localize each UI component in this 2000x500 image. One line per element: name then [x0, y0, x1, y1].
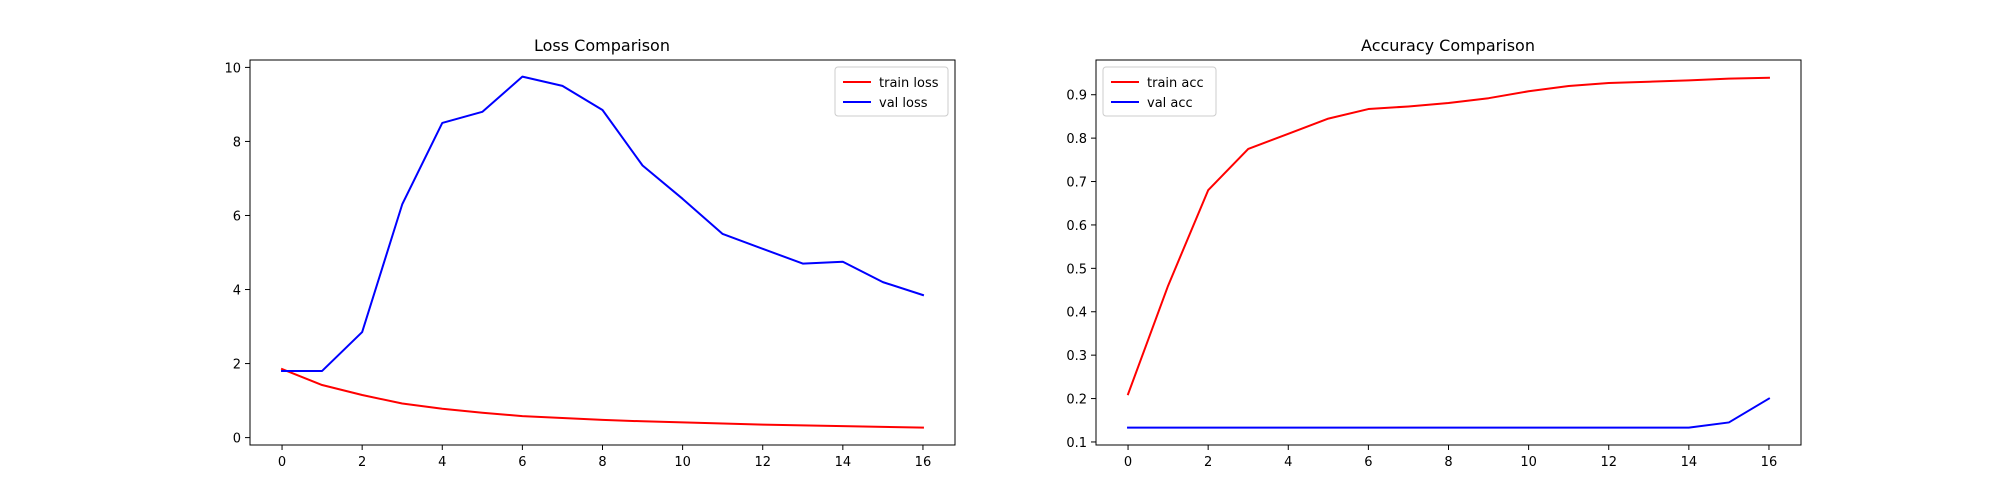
loss-chart: Loss Comparison 0 2 4 6 8 10 12 14 16 0 2 4 6 8 10 trai…	[224, 36, 956, 470]
accuracy-x-tick-label: 4	[1284, 455, 1292, 470]
accuracy-y-tick-label: 0.5	[1066, 262, 1087, 277]
loss-y-tick-label: 0	[233, 432, 241, 447]
loss-chart-title: Loss Comparison	[534, 36, 670, 55]
accuracy-legend	[1102, 66, 1217, 117]
accuracy-x-tick-label: 8	[1444, 455, 1452, 470]
accuracy-x-tick-label: 10	[1520, 455, 1537, 470]
accuracy-x-tick-label: 0	[1124, 455, 1132, 470]
accuracy-y-tick-label: 0.4	[1066, 306, 1087, 321]
accuracy-y-tick-label: 0.2	[1066, 393, 1087, 408]
loss-y-tick-label: 10	[224, 61, 241, 76]
accuracy-y-tick-label: 0.9	[1066, 89, 1087, 104]
loss-x-tick-label: 12	[754, 455, 771, 470]
accuracy-series-train-acc	[1126, 76, 1770, 396]
loss-series-train-loss	[280, 367, 924, 429]
accuracy-y-tick-label: 0.6	[1066, 219, 1087, 234]
accuracy-x-tick-label: 6	[1364, 455, 1372, 470]
loss-x-tick-label: 14	[835, 455, 852, 470]
loss-legend-label: train loss	[879, 76, 939, 91]
loss-y-tick-label: 4	[233, 284, 241, 299]
loss-x-tick-label: 16	[915, 455, 932, 470]
loss-x-tick-label: 0	[278, 455, 286, 470]
accuracy-x-tick-label: 14	[1681, 455, 1698, 470]
loss-plot-area	[249, 59, 956, 446]
loss-x-tick-label: 8	[598, 455, 606, 470]
loss-x-tick-label: 2	[358, 455, 366, 470]
accuracy-legend-label: train acc	[1147, 76, 1204, 91]
loss-x-tick-label: 4	[438, 455, 446, 470]
accuracy-y-tick-label: 0.1	[1066, 436, 1087, 451]
accuracy-chart: Accuracy Comparison 0 2 4 6 8 10 12 14 16 0.1 0.2 0…	[1066, 36, 1802, 470]
loss-x-tick-label: 10	[674, 455, 691, 470]
loss-y-tick-label: 6	[233, 209, 241, 224]
loss-legend	[834, 66, 949, 117]
loss-y-tick-label: 2	[233, 358, 241, 373]
loss-x-tick-label: 6	[518, 455, 526, 470]
accuracy-x-tick-label: 12	[1600, 455, 1617, 470]
accuracy-chart-title: Accuracy Comparison	[1361, 36, 1535, 55]
accuracy-y-tick-label: 0.7	[1066, 176, 1087, 191]
loss-y-tick-label: 8	[233, 135, 241, 150]
accuracy-y-tick-label: 0.8	[1066, 132, 1087, 147]
accuracy-series-val-acc	[1127, 397, 1771, 429]
loss-series-val-loss	[281, 75, 925, 372]
loss-legend-label: val loss	[879, 96, 928, 111]
accuracy-y-tick-label: 0.3	[1066, 349, 1087, 364]
accuracy-legend-label: val acc	[1147, 96, 1193, 111]
accuracy-x-tick-label: 2	[1204, 455, 1212, 470]
accuracy-plot-area	[1095, 59, 1802, 446]
accuracy-x-tick-label: 16	[1761, 455, 1778, 470]
